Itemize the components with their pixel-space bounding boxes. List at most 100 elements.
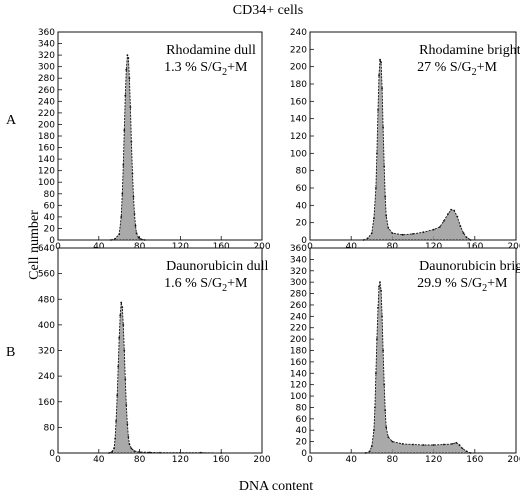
x-tick-label: 120 xyxy=(425,455,442,465)
data-point xyxy=(128,77,131,80)
y-tick-label: 20 xyxy=(44,224,56,234)
data-point xyxy=(387,227,390,229)
y-tick-label: 80 xyxy=(44,190,56,200)
data-point xyxy=(364,452,367,454)
phase-suffix-text: +M xyxy=(477,60,498,75)
x-tick-label: 0 xyxy=(307,242,313,252)
y-tick-label: 360 xyxy=(38,28,55,38)
y-tick-label: 320 xyxy=(38,347,55,357)
histogram-panel-1: 0204060801001201401601802002202402602803… xyxy=(38,28,271,252)
y-tick-label: 480 xyxy=(38,295,55,305)
y-tick-label: 120 xyxy=(290,132,307,142)
data-point xyxy=(120,216,123,218)
data-point xyxy=(368,450,371,453)
data-point xyxy=(391,232,394,235)
data-point xyxy=(134,224,137,227)
data-point xyxy=(391,440,394,443)
x-tick-label: 160 xyxy=(466,455,483,465)
y-tick-label: 0 xyxy=(49,449,55,459)
data-point xyxy=(131,172,134,175)
data-point xyxy=(379,58,381,61)
data-point xyxy=(370,445,373,448)
data-point xyxy=(366,237,369,240)
data-point xyxy=(127,57,130,59)
percentage-text: 1.3 % S/G xyxy=(164,60,222,75)
data-point xyxy=(379,281,381,284)
data-point xyxy=(377,109,379,111)
data-point xyxy=(133,450,136,452)
data-point xyxy=(455,441,458,444)
data-point xyxy=(469,452,472,454)
y-tick-label: 240 xyxy=(290,312,307,322)
y-tick-label: 180 xyxy=(290,80,307,90)
y-tick-label: 240 xyxy=(38,372,55,382)
y-tick-label: 40 xyxy=(296,426,308,436)
data-point xyxy=(130,447,133,450)
data-point xyxy=(126,54,129,56)
data-point xyxy=(140,238,143,241)
panel-name-label: Rhodamine dull xyxy=(166,43,256,58)
y-tick-label: 60 xyxy=(44,201,56,211)
plot-frame xyxy=(57,247,263,454)
data-point xyxy=(438,226,441,228)
y-tick-label: 160 xyxy=(38,144,55,154)
data-point xyxy=(108,452,110,454)
y-tick-label: 0 xyxy=(49,236,55,246)
data-point xyxy=(138,451,141,453)
panel-percentage-label: 27 % S/G2+M xyxy=(417,60,497,78)
data-point xyxy=(465,450,468,453)
data-point xyxy=(384,195,387,198)
plot-frame xyxy=(309,31,517,241)
data-point xyxy=(179,451,182,454)
y-tick-label: 300 xyxy=(38,63,55,73)
y-tick-label: 40 xyxy=(296,201,308,211)
x-tick-label: 200 xyxy=(507,242,520,252)
y-tick-label: 80 xyxy=(296,167,308,177)
subscript-text: 2 xyxy=(222,283,227,294)
data-point xyxy=(124,378,127,381)
data-point xyxy=(130,140,133,143)
y-tick-label: 200 xyxy=(38,120,55,130)
data-point xyxy=(462,232,465,235)
data-point xyxy=(362,239,365,241)
data-point xyxy=(377,306,379,309)
x-axis-label: DNA content xyxy=(239,479,313,494)
y-tick-label: 80 xyxy=(296,403,308,413)
data-point xyxy=(118,336,121,339)
data-point xyxy=(447,213,449,215)
x-tick-label: 200 xyxy=(507,455,520,465)
y-tick-label: 220 xyxy=(290,324,307,334)
percentage-text: 27 % S/G xyxy=(417,60,471,75)
y-tick-label: 180 xyxy=(290,347,307,357)
panels-group: 0204060801001201401601802002202402602803… xyxy=(38,28,520,465)
data-point xyxy=(116,394,119,397)
plot-frame xyxy=(57,31,263,241)
data-point xyxy=(143,239,146,241)
panel-percentage-label: 1.3 % S/G2+M xyxy=(164,60,248,78)
data-point xyxy=(137,236,140,239)
data-point xyxy=(461,447,464,450)
histogram-panel-2: 0 20 40 60 80 100 120 140 160 180 200 220 240 0 40 80 12… xyxy=(290,28,520,252)
y-tick-label: 240 xyxy=(290,28,307,38)
y-tick-label: 140 xyxy=(38,155,55,165)
data-point xyxy=(127,436,130,438)
y-tick-label: 160 xyxy=(290,97,307,107)
data-point xyxy=(120,301,123,304)
x-tick-label: 40 xyxy=(93,455,105,465)
data-point xyxy=(111,450,113,453)
x-tick-label: 120 xyxy=(172,242,189,252)
y-tick-label: 140 xyxy=(290,115,307,125)
y-tick-label: 40 xyxy=(44,213,56,223)
subscript-text: 2 xyxy=(472,67,477,78)
x-tick-label: 0 xyxy=(55,242,61,252)
x-tick-label: 80 xyxy=(387,242,399,252)
data-point xyxy=(450,208,452,211)
figure-title: CD34+ cells xyxy=(233,3,304,18)
data-point xyxy=(401,443,404,445)
data-point xyxy=(113,447,115,450)
panel-percentage-label: 1.6 % S/G2+M xyxy=(164,276,248,294)
y-tick-label: 640 xyxy=(38,244,55,254)
percentage-text: 29.9 % S/G xyxy=(417,276,482,291)
data-point xyxy=(373,217,375,220)
